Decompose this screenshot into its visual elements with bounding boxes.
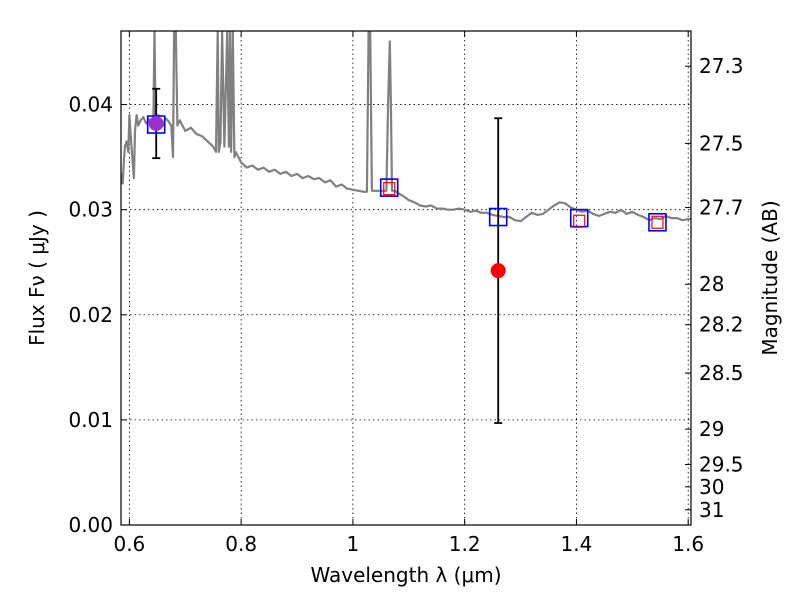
mag-tick-label: 30 (699, 475, 724, 499)
y-tick-label: 0.02 (68, 303, 113, 327)
y-tick-label: 0.01 (68, 408, 113, 432)
y-tick-label: 0.00 (68, 513, 113, 537)
x-tick-label: 1 (347, 532, 360, 556)
observed-point-open (573, 214, 586, 228)
observed-point-open (651, 215, 664, 229)
mag-tick-label: 29 (699, 417, 724, 441)
observed-point-filled (490, 263, 506, 279)
x-tick-label: 1.4 (561, 532, 593, 556)
marker-layer (146, 87, 667, 424)
x-tick-label: 0.6 (113, 532, 145, 556)
x-tick-label: 1.6 (672, 532, 704, 556)
mag-tick-label: 28.2 (699, 313, 744, 337)
y-axis-title: Flux Fν ( μJy ) (25, 210, 49, 346)
model-point-square (379, 178, 399, 197)
data-layer (121, 31, 691, 223)
mag-tick-label: 27.7 (699, 196, 744, 220)
y-axis-right-title: Magnitude (AB) (758, 200, 782, 355)
y-tick-label: 0.03 (68, 198, 113, 222)
mag-tick-label: 28 (699, 272, 724, 296)
mag-tick-label: 28.5 (699, 361, 744, 385)
mag-tick-label: 27.5 (699, 131, 744, 155)
y-tick-label: 0.04 (68, 93, 113, 117)
observed-point-filled (148, 115, 164, 131)
x-axis-title: Wavelength λ (μm) (310, 563, 501, 587)
plot-background (121, 31, 691, 525)
mag-tick-label: 29.5 (699, 453, 744, 477)
plot-frame (120, 30, 692, 526)
model-point-square (648, 212, 667, 232)
mag-tick-label: 27.3 (699, 54, 744, 78)
model-point-square (488, 207, 508, 227)
observed-point-open (383, 182, 396, 196)
mag-tick-label: 31 (699, 498, 724, 522)
x-tick-label: 1.2 (449, 532, 481, 556)
axes: 0.6 0.8 1 1.2 1.4 1.6 0.00 0.01 0.02 0.03 0.04 27.3… (68, 31, 744, 556)
template-spectrum-line (121, 31, 691, 223)
x-tick-label: 0.8 (225, 532, 257, 556)
model-point-square (569, 208, 589, 228)
